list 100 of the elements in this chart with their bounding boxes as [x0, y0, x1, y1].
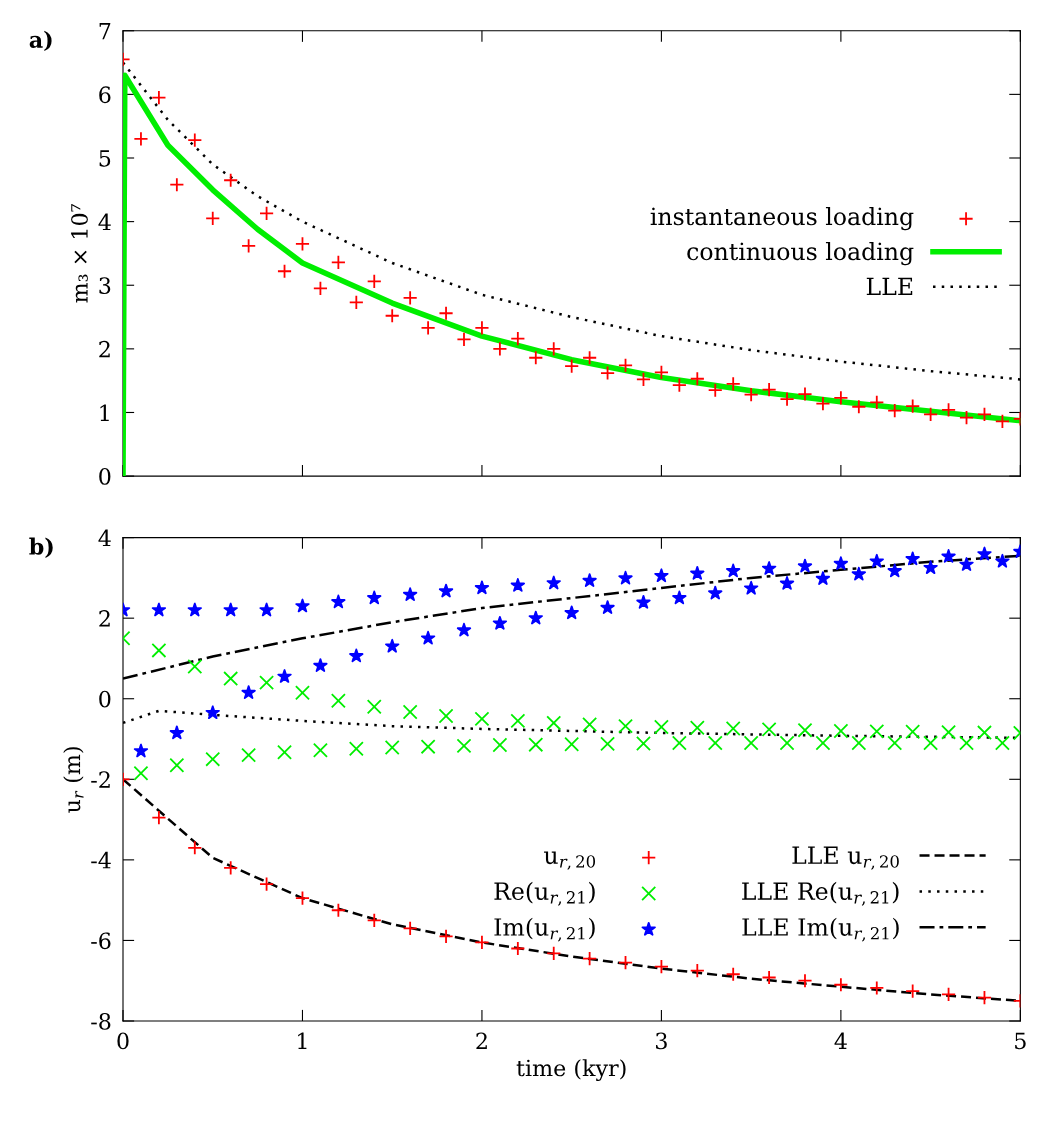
y-tick-label: 4: [98, 529, 111, 547]
point: [492, 341, 508, 357]
point: [636, 594, 651, 609]
point: [223, 602, 238, 617]
point: [510, 331, 526, 347]
point: [528, 610, 543, 625]
point: [851, 566, 867, 581]
point: [187, 659, 203, 675]
point: [348, 741, 364, 757]
point: [420, 739, 436, 755]
point: [779, 735, 795, 751]
point: [941, 986, 957, 1002]
point: [671, 735, 687, 751]
point: [833, 723, 849, 739]
point: [672, 590, 687, 605]
point: [402, 920, 418, 936]
point: [331, 594, 346, 609]
point: [420, 320, 436, 336]
point: [725, 966, 741, 982]
point: [582, 951, 598, 967]
y-tick-label: -2: [91, 771, 110, 788]
y-tick-label: -6: [91, 932, 111, 950]
point: [187, 840, 203, 856]
point: [833, 390, 849, 406]
point: [923, 560, 938, 575]
y-tick-label: 2: [99, 610, 110, 627]
point: [923, 735, 939, 751]
point: [761, 382, 777, 398]
point: [366, 699, 382, 715]
x-tick-label: 5: [1015, 1032, 1026, 1050]
y-axis-title: u$_{r}$ (m): [63, 747, 84, 813]
point: [905, 398, 921, 414]
point: [241, 747, 257, 763]
point: [151, 810, 167, 826]
point: [205, 705, 220, 720]
point: [169, 757, 185, 773]
point: [259, 602, 274, 617]
point: [510, 713, 526, 729]
point: [474, 711, 490, 727]
point: [366, 912, 382, 928]
point: [797, 386, 813, 402]
point: [474, 580, 490, 595]
point: [420, 630, 436, 645]
point: [635, 371, 651, 387]
point: [869, 394, 885, 410]
legend-label: continuous loading: [687, 242, 914, 266]
point: [187, 132, 203, 148]
legend-label: u$_{r,20}$: [544, 851, 596, 870]
point: [995, 553, 1010, 568]
point: [869, 553, 884, 568]
point: [743, 735, 759, 751]
point: [133, 743, 149, 758]
point: [994, 413, 1010, 429]
point: [438, 708, 454, 724]
point: [510, 940, 526, 956]
point: [259, 876, 275, 892]
point: [941, 724, 957, 740]
point: [976, 406, 992, 422]
point: [169, 725, 185, 740]
point: [564, 736, 580, 752]
y-tick-label: 2: [99, 340, 110, 358]
point: [653, 719, 669, 735]
point: [151, 90, 167, 106]
point: [294, 236, 310, 252]
x-tick-label: 4: [834, 1032, 847, 1049]
point: [689, 720, 705, 736]
point: [241, 685, 256, 699]
point: [761, 721, 777, 737]
legend-label: instantaneous loading: [650, 207, 914, 231]
point: [905, 724, 921, 740]
point: [851, 399, 867, 415]
legend-label: LLE u$_{r,20}$: [792, 846, 899, 870]
point: [241, 238, 257, 254]
y-tick-label: 0: [99, 690, 111, 708]
point: [438, 583, 454, 598]
point: [941, 549, 956, 563]
y-tick-label: 1: [100, 404, 109, 421]
x-axis-title: time (kyr): [516, 1059, 626, 1081]
point: [690, 565, 705, 580]
point: [384, 739, 400, 755]
point: [671, 377, 687, 393]
point: [708, 585, 723, 600]
point: [492, 615, 508, 630]
y-tick-label: -8: [91, 1012, 111, 1030]
point: [402, 704, 418, 720]
legend-label: LLE: [866, 277, 913, 295]
point: [384, 308, 400, 324]
y-axis-title: m₃ × 10⁷: [71, 204, 88, 303]
point: [707, 735, 723, 751]
point: [546, 715, 562, 731]
point: [169, 177, 185, 193]
point: [277, 263, 293, 279]
point: [312, 280, 328, 296]
point: [923, 406, 939, 422]
point: [725, 376, 741, 392]
point: [205, 751, 221, 767]
point: [797, 722, 813, 738]
y-tick-label: 3: [99, 277, 111, 294]
point: [582, 350, 598, 366]
point: [653, 959, 669, 975]
